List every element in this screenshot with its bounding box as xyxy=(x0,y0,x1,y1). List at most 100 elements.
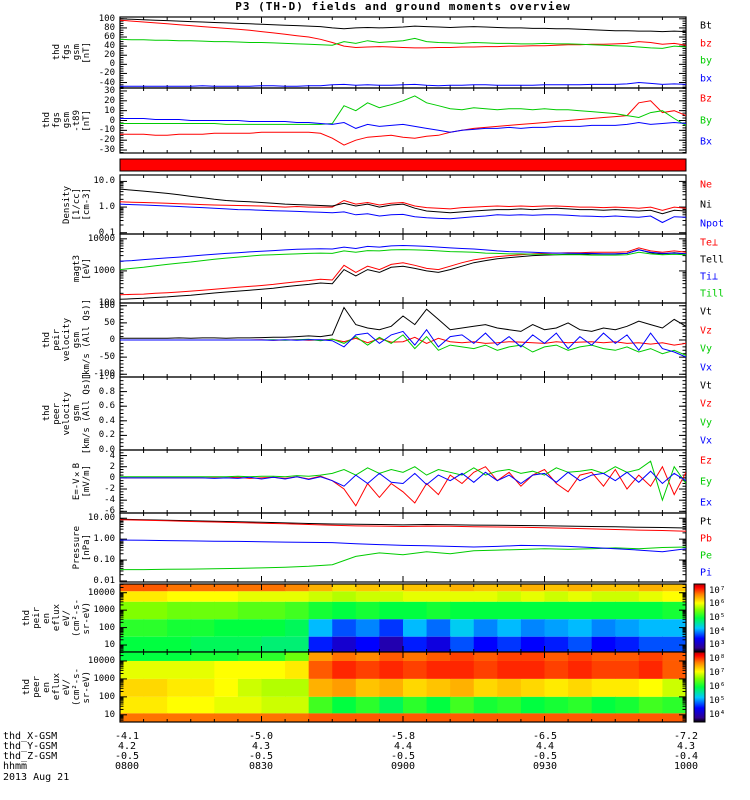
y-axis-label-line: [1/cc] xyxy=(72,188,82,221)
colorbar-tick-label-spec_e: 10⁶ xyxy=(709,682,726,692)
axis-ticks-temp xyxy=(119,234,687,304)
y-axis-label-line: eflux xyxy=(52,673,62,701)
y-tick-label-temp: 100 xyxy=(98,298,115,308)
y-tick-label-b_total: -20 xyxy=(98,68,115,79)
series-line-Vt xyxy=(120,306,686,339)
date-label: 2013 Aug 21 xyxy=(3,772,70,783)
y-tick-label-b_t89: 30 xyxy=(104,85,115,96)
y-tick-label-b_total: -40 xyxy=(98,77,115,88)
y-tick-label-vel_i: 50 xyxy=(104,317,115,328)
colorbar-tick-label-spec_e: 10⁵ xyxy=(709,696,726,706)
y-tick-label-vel_e: 0.6 xyxy=(98,401,115,412)
series-line-Vz xyxy=(120,336,686,346)
y-axis-label-line: velocity xyxy=(62,318,72,362)
colorbar-tick-label-spec_e: 10⁷ xyxy=(709,668,726,678)
y-axis-label-line: [eV] xyxy=(82,257,92,280)
y-tick-label-b_t89: 20 xyxy=(104,95,115,106)
bottom-axis-value: 0800 xyxy=(114,761,140,772)
y-axis-label-line: peir xyxy=(52,329,62,351)
y-axis-label-line: thd xyxy=(42,405,52,422)
y-tick-label-vel_e: 0.4 xyxy=(98,415,115,426)
y-tick-label-vel_e: 0.0 xyxy=(98,445,115,455)
bottom-axis-row-label-3: hhmm xyxy=(3,761,28,772)
panel-frame-efield xyxy=(119,449,687,514)
y-tick-label-b_total: 20 xyxy=(104,50,115,61)
series-line-Pb xyxy=(120,519,686,532)
legend-b_total-1: bz xyxy=(700,38,713,50)
series-line-Npot xyxy=(120,203,686,224)
panel-frame-vel_e xyxy=(119,376,687,451)
y-axis-label-efield: E=-V×B [mV/m] xyxy=(72,450,92,513)
series-line-Pe xyxy=(120,546,686,571)
y-axis-label-line: thd xyxy=(42,331,52,349)
y-tick-label-b_t89: -10 xyxy=(98,125,115,136)
y-tick-label-vel_e: 0.8 xyxy=(98,386,115,397)
y-tick-label-vel_e: 0.2 xyxy=(98,430,115,441)
legend-efield-1: Ey xyxy=(700,476,713,487)
y-tick-label-b_total: 0 xyxy=(109,59,115,70)
y-axis-label-line: en xyxy=(42,681,52,693)
series-line-Ey xyxy=(120,460,686,502)
y-axis-label-line: [mV/m] xyxy=(82,465,92,498)
bottom-axis-value: -6.5 xyxy=(532,731,558,742)
y-tick-label-pressure: 10.00 xyxy=(87,513,115,524)
bottom-axis-value: 0900 xyxy=(390,761,416,772)
y-tick-label-spec_e: 10000 xyxy=(87,655,115,666)
bottom-axis-value: 4.3 xyxy=(676,741,696,752)
legend-b_t89-2: Bx xyxy=(700,136,713,148)
bottom-axis-value: -5.0 xyxy=(248,731,274,742)
colorbar-tick-label-spec_i: 10⁶ xyxy=(709,599,726,610)
legend-temp-0: Te⊥ xyxy=(700,237,719,249)
figure-title: P3 (TH-D) fields and ground moments over… xyxy=(235,0,571,13)
y-axis-label-line: thd xyxy=(52,44,62,61)
y-tick-label-b_total: 80 xyxy=(104,22,115,33)
series-line-Bt xyxy=(120,18,686,33)
legend-pressure-2: Pe xyxy=(700,550,713,562)
bottom-axis-value: 4.2 xyxy=(117,741,137,752)
series-line-Ti⊥ xyxy=(120,244,686,262)
legend-pressure-1: Pb xyxy=(700,533,713,545)
axis-ticks-pressure xyxy=(119,513,687,583)
legend-density-0: Ne xyxy=(700,179,713,191)
y-axis-label-line: thd xyxy=(22,609,32,627)
y-axis-label-spec_i: thd peir en eflux eV/(cm²-s-sr-eV) xyxy=(22,584,92,652)
y-axis-label-line: Density xyxy=(62,185,72,224)
legend-temp-2: Ti⊥ xyxy=(700,271,719,283)
y-tick-label-b_t89: 0 xyxy=(109,115,115,126)
series-line-Ni xyxy=(120,188,686,215)
legend-pressure-3: Pi xyxy=(700,567,713,579)
y-axis-label-density: Density [1/cc] [cm-3] xyxy=(62,175,92,234)
series-line-By xyxy=(120,95,686,126)
y-axis-label-line: velocity xyxy=(62,391,72,436)
y-axis-label-line: thd xyxy=(42,112,52,129)
y-tick-label-efield: 0 xyxy=(109,472,115,483)
legend-temp-3: Till xyxy=(700,288,725,300)
y-tick-label-b_total: 100 xyxy=(98,13,115,24)
legend-vel_i-1: Vz xyxy=(700,325,713,337)
series-line-bx xyxy=(120,81,686,87)
flag-bar xyxy=(119,158,687,172)
legend-b_total-0: Bt xyxy=(700,20,713,32)
y-axis-label-line: en xyxy=(42,612,52,624)
series-line-Till xyxy=(120,249,686,271)
bottom-axis-value: 4.4 xyxy=(393,741,413,752)
y-axis-label-line: E=-V×B xyxy=(72,462,82,501)
panel-frame-b_total xyxy=(119,16,687,89)
y-axis-label-line: fgs xyxy=(62,44,72,61)
bottom-axis-value: 4.4 xyxy=(535,741,555,752)
y-tick-label-spec_e: 100 xyxy=(98,691,115,702)
y-tick-label-spec_i: 1000 xyxy=(93,605,115,616)
y-axis-label-pressure: Pressure [nPa] xyxy=(72,513,92,582)
legend-vel_e-0: Vt xyxy=(700,380,713,392)
y-tick-label-density: 1.0 xyxy=(98,202,115,213)
y-tick-label-b_t89: 10 xyxy=(104,105,115,116)
y-tick-label-efield: 2 xyxy=(109,461,115,472)
y-tick-label-spec_i: 10 xyxy=(104,640,115,651)
y-axis-label-line: -t89 xyxy=(72,109,82,132)
y-tick-label-b_t89: -20 xyxy=(98,135,115,146)
y-axis-label-b_total: thd fgs gsm [nT] xyxy=(52,17,92,88)
bottom-axis-value: -0.5 xyxy=(248,751,274,762)
y-axis-label-b_t89: thd fgs gsm -t89 [nT] xyxy=(42,88,92,153)
bottom-axis-row-label-0: thd_X-GSM xyxy=(3,731,58,742)
legend-b_t89-1: By xyxy=(700,115,713,126)
